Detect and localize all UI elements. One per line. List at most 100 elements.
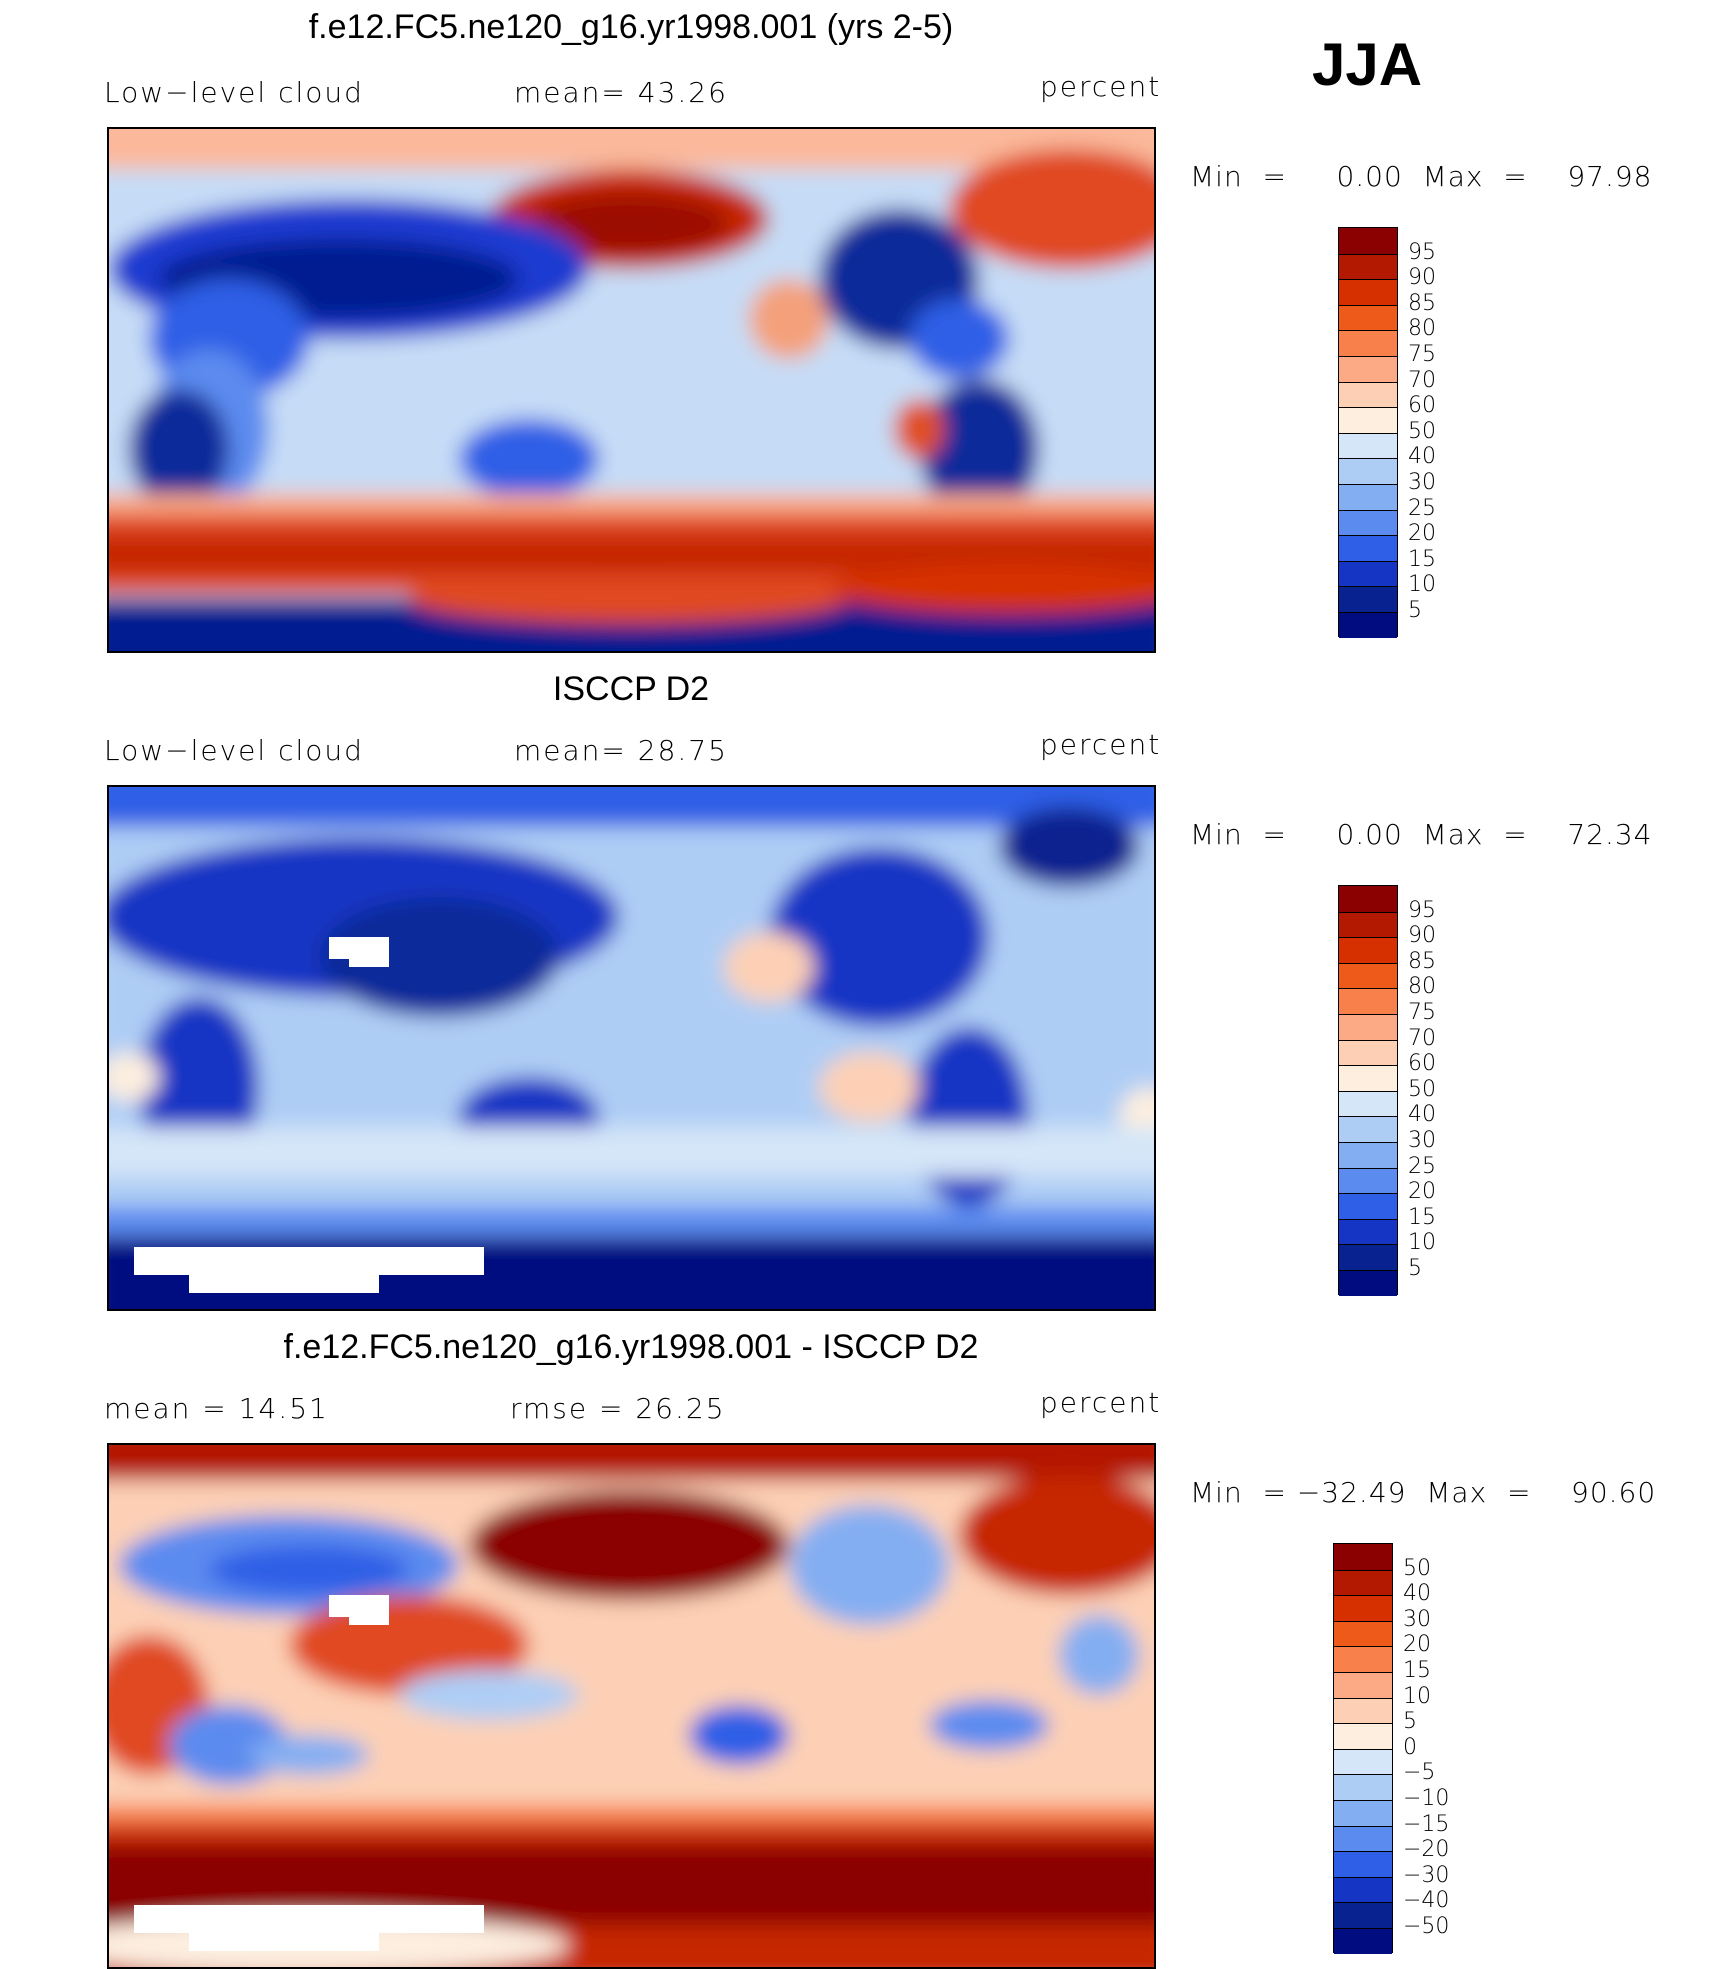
colorbar-tick-label: 75 (1408, 342, 1436, 367)
colorbar-swatch (1334, 1698, 1392, 1724)
colorbar-swatch (1334, 1646, 1392, 1672)
colorbar-swatch (1339, 407, 1397, 433)
colorbar-tick-label: 50 (1408, 1077, 1436, 1102)
panel-2-units-label: percent (1040, 728, 1161, 761)
colorbar-tick-label: 70 (1408, 1026, 1436, 1051)
season-label: JJA (1312, 30, 1422, 99)
colorbar-tick-label: 50 (1408, 419, 1436, 444)
colorbar-tick-label: 95 (1408, 898, 1436, 923)
colorbar-tick-label: 90 (1408, 265, 1436, 290)
colorbar-tick-label: 10 (1408, 1230, 1436, 1255)
colorbar-swatch (1339, 382, 1397, 408)
colorbar-swatch (1339, 937, 1397, 963)
panel-2-mean-label: mean= 28.75 (514, 734, 728, 767)
colorbar-swatch (1339, 254, 1397, 280)
colorbar-tick-label: −30 (1403, 1863, 1449, 1888)
colorbar-swatch (1339, 484, 1397, 510)
colorbar-swatch (1339, 1014, 1397, 1040)
colorbar-swatch (1339, 535, 1397, 561)
colorbar-tick-label: 60 (1408, 393, 1436, 418)
colorbar-swatch (1339, 586, 1397, 612)
colorbar-swatch (1339, 1116, 1397, 1142)
colorbar-tick-label: 40 (1403, 1581, 1431, 1606)
colorbar-tick-label: 15 (1403, 1658, 1431, 1683)
colorbar-swatch (1334, 1621, 1392, 1647)
panel-2-map (107, 785, 1156, 1311)
colorbar-swatch (1339, 228, 1397, 254)
colorbar-tick-label: −5 (1403, 1760, 1435, 1785)
colorbar-tick-label: 85 (1408, 291, 1436, 316)
colorbar-tick-label: 80 (1408, 316, 1436, 341)
colorbar-tick-label: 30 (1403, 1607, 1431, 1632)
colorbar-swatch (1334, 1774, 1392, 1800)
colorbar-swatch (1334, 1544, 1392, 1570)
colorbar-swatch (1339, 458, 1397, 484)
panel-3-colorbar (1333, 1543, 1393, 1953)
colorbar-tick-label: −15 (1403, 1812, 1449, 1837)
colorbar-swatch (1339, 330, 1397, 356)
panel-2-variable-label: Low−level cloud (104, 734, 364, 767)
colorbar-swatch (1334, 1749, 1392, 1775)
colorbar-tick-label: 80 (1408, 974, 1436, 999)
colorbar-tick-label: 15 (1408, 547, 1436, 572)
colorbar-swatch (1339, 1040, 1397, 1066)
colorbar-swatch (1339, 1142, 1397, 1168)
panel-1-variable-label: Low−level cloud (104, 76, 364, 109)
panel-3-map (107, 1443, 1156, 1969)
panel-1-min-max: Min = 0.00 Max = 97.98 (1190, 160, 1653, 193)
colorbar-tick-label: 15 (1408, 1205, 1436, 1230)
colorbar-swatch (1339, 612, 1397, 638)
colorbar-tick-label: 95 (1408, 240, 1436, 265)
colorbar-swatch (1339, 886, 1397, 912)
colorbar-swatch (1339, 1270, 1397, 1296)
colorbar-tick-label: 90 (1408, 923, 1436, 948)
colorbar-tick-label: 30 (1408, 1128, 1436, 1153)
panel-1-units-label: percent (1040, 70, 1161, 103)
colorbar-swatch (1339, 510, 1397, 536)
colorbar-swatch (1339, 988, 1397, 1014)
colorbar-tick-label: 5 (1408, 598, 1422, 623)
colorbar-swatch (1334, 1672, 1392, 1698)
colorbar-swatch (1334, 1826, 1392, 1852)
panel-3-title: f.e12.FC5.ne120_g16.yr1998.001 - ISCCP D… (108, 1328, 1154, 1367)
colorbar-swatch (1339, 356, 1397, 382)
colorbar-swatch (1339, 1219, 1397, 1245)
colorbar-tick-label: 30 (1408, 470, 1436, 495)
colorbar-swatch (1334, 1902, 1392, 1928)
colorbar-tick-label: 40 (1408, 1102, 1436, 1127)
colorbar-tick-label: −10 (1403, 1786, 1449, 1811)
colorbar-tick-label: 85 (1408, 949, 1436, 974)
colorbar-swatch (1339, 963, 1397, 989)
colorbar-tick-label: 5 (1403, 1709, 1417, 1734)
colorbar-tick-label: 10 (1403, 1684, 1431, 1709)
colorbar-tick-label: 25 (1408, 1154, 1436, 1179)
colorbar-swatch (1334, 1851, 1392, 1877)
colorbar-tick-label: 25 (1408, 496, 1436, 521)
colorbar-swatch (1334, 1595, 1392, 1621)
colorbar-tick-label: 20 (1408, 521, 1436, 546)
colorbar-tick-label: 0 (1403, 1735, 1417, 1760)
colorbar-tick-label: 40 (1408, 444, 1436, 469)
colorbar-tick-label: 10 (1408, 572, 1436, 597)
panel-1-map (107, 127, 1156, 653)
colorbar-swatch (1334, 1800, 1392, 1826)
colorbar-swatch (1339, 1193, 1397, 1219)
panel-3-rmse-label: rmse = 26.25 (510, 1392, 726, 1425)
colorbar-swatch (1339, 433, 1397, 459)
colorbar-tick-label: 20 (1408, 1179, 1436, 1204)
panel-1-map-field (109, 129, 1154, 651)
colorbar-swatch (1339, 561, 1397, 587)
panel-3-units-label: percent (1040, 1386, 1161, 1419)
panel-1-mean-label: mean= 43.26 (514, 76, 728, 109)
colorbar-tick-label: 50 (1403, 1556, 1431, 1581)
panel-2-map-field (109, 787, 1154, 1309)
colorbar-tick-label: 5 (1408, 1256, 1422, 1281)
colorbar-swatch (1339, 305, 1397, 331)
colorbar-tick-label: −40 (1403, 1888, 1449, 1913)
colorbar-swatch (1334, 1570, 1392, 1596)
colorbar-swatch (1339, 1065, 1397, 1091)
colorbar-tick-label: 60 (1408, 1051, 1436, 1076)
panel-1-title: f.e12.FC5.ne120_g16.yr1998.001 (yrs 2-5) (108, 8, 1154, 47)
panel-3-min-max: Min = −32.49 Max = 90.60 (1190, 1476, 1656, 1509)
colorbar-swatch (1334, 1723, 1392, 1749)
